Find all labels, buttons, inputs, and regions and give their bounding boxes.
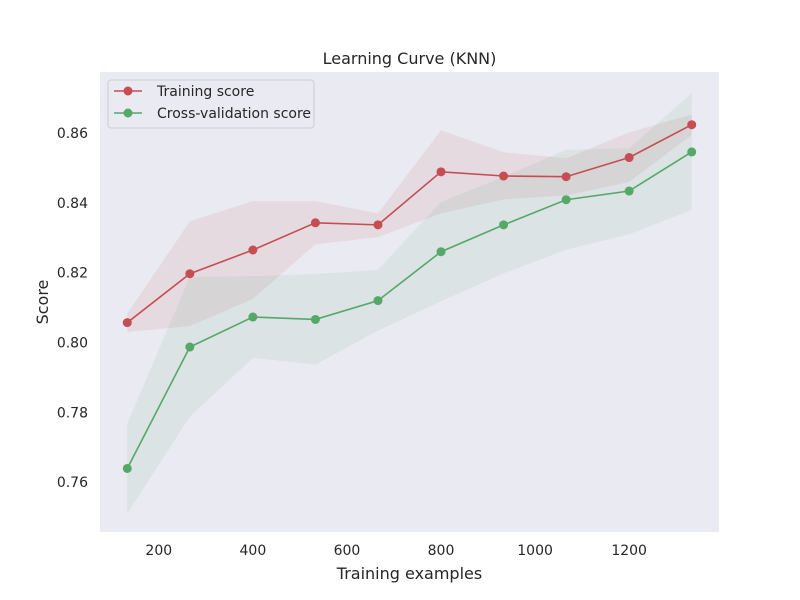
y-axis-label: Score: [33, 280, 52, 325]
point-cv-4: [373, 296, 383, 306]
y-tick-label: 0.76: [57, 475, 88, 491]
x-tick-label: 200: [145, 543, 172, 559]
point-cv-1: [185, 342, 195, 352]
point-training-3: [310, 218, 320, 228]
x-tick-label: 800: [428, 543, 455, 559]
y-tick-label: 0.80: [57, 335, 88, 351]
legend-label-cv: Cross-validation score: [157, 106, 311, 122]
point-training-2: [248, 245, 258, 255]
point-training-8: [624, 153, 634, 163]
x-tick-label: 1000: [517, 543, 553, 559]
point-training-0: [122, 318, 132, 328]
line-cv: [126, 151, 693, 469]
y-tick-label: 0.82: [57, 266, 88, 282]
y-tick-label: 0.84: [57, 196, 88, 212]
legend-marker-cv: [123, 108, 133, 118]
point-training-7: [561, 172, 571, 182]
band-training: [127, 114, 692, 333]
point-cv-7: [561, 195, 571, 205]
point-training-5: [436, 167, 446, 177]
point-cv-8: [624, 186, 634, 196]
point-cv-3: [310, 314, 320, 324]
y-tick-label: 0.78: [57, 405, 88, 421]
y-tick-label: 0.86: [57, 126, 88, 142]
point-training-1: [185, 269, 195, 279]
point-cv-6: [499, 220, 509, 230]
point-training-6: [499, 171, 509, 181]
x-axis-label: Training examples: [336, 564, 482, 583]
band-cv: [127, 93, 692, 514]
legend: Training score Cross-validation score: [107, 79, 315, 129]
x-tick-label: 600: [334, 543, 361, 559]
legend-label-training: Training score: [156, 84, 254, 100]
legend-marker-training: [123, 86, 133, 96]
point-cv-2: [248, 312, 258, 322]
x-tick-label: 400: [240, 543, 267, 559]
line-training: [126, 123, 693, 324]
point-training-9: [687, 120, 697, 130]
point-training-4: [373, 220, 383, 230]
point-cv-5: [436, 247, 446, 257]
point-cv-0: [122, 463, 132, 473]
chart-title: Learning Curve (KNN): [323, 49, 497, 68]
x-tick-label: 1200: [611, 543, 647, 559]
point-cv-9: [687, 147, 697, 157]
plot-area: [100, 72, 719, 532]
legend-box: [107, 79, 315, 129]
